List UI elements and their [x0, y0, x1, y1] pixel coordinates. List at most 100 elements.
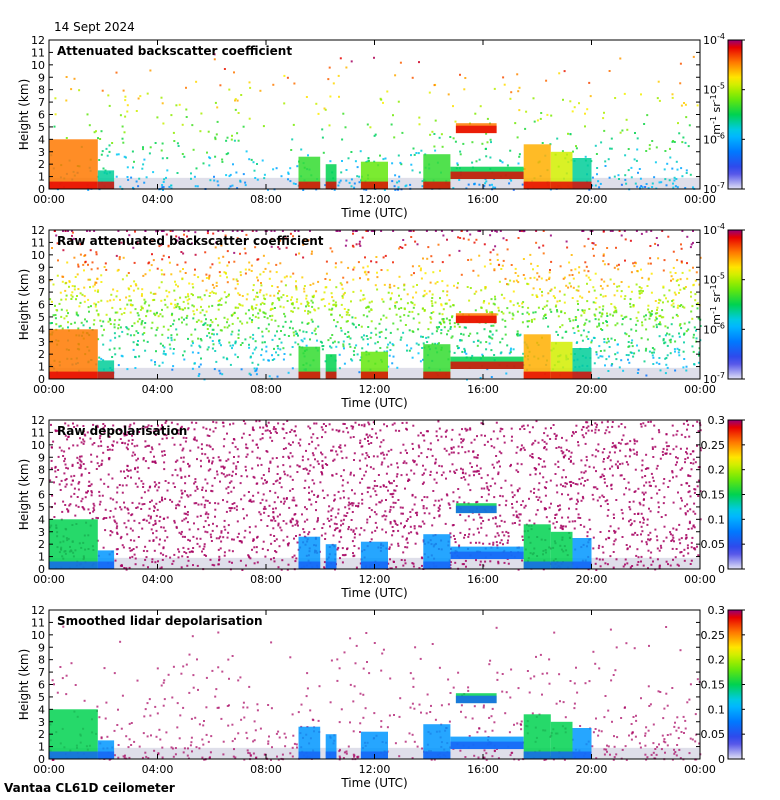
colorbar-tick-label: 10-4 — [703, 32, 725, 47]
y-tick-label: 9 — [38, 451, 45, 464]
colorbar-tick-label: 0.1 — [708, 703, 726, 716]
y-tick-label: 4 — [38, 133, 45, 146]
colorbar-tick-label: 0.15 — [701, 489, 726, 502]
y-tick-label: 0 — [38, 373, 45, 386]
x-tick-label: 08:00 — [250, 573, 282, 586]
heatmap-texture — [49, 625, 702, 761]
colorbar-tick-label: 10-5 — [703, 82, 725, 97]
colorbar-unit-label: m-1 sr-1 — [709, 94, 723, 134]
x-axis-label: Time (UTC) — [340, 396, 407, 410]
y-tick-label: 12 — [31, 224, 45, 237]
y-tick-label: 3 — [38, 526, 45, 539]
y-tick-label: 5 — [38, 691, 45, 704]
y-tick-label: 6 — [38, 109, 45, 122]
heatmap-texture — [49, 420, 702, 571]
y-tick-label: 4 — [38, 703, 45, 716]
y-tick-label: 3 — [38, 146, 45, 159]
x-tick-label: 08:00 — [250, 193, 282, 206]
colorbar — [727, 229, 743, 380]
colorbar-tick-label: 0.05 — [701, 728, 726, 741]
x-tick-label: 04:00 — [142, 573, 174, 586]
x-tick-label: 12:00 — [359, 763, 391, 776]
colorbar-tick-label: 0.25 — [701, 629, 726, 642]
y-tick-label: 5 — [38, 121, 45, 134]
chart-title: Smoothed lidar depolarisation — [57, 614, 263, 628]
x-tick-label: 16:00 — [467, 193, 499, 206]
y-tick-label: 0 — [38, 183, 45, 196]
colorbar-tick-label: 10-4 — [703, 222, 725, 237]
x-tick-label: 04:00 — [142, 383, 174, 396]
y-tick-label: 6 — [38, 489, 45, 502]
x-axis-label: Time (UTC) — [340, 776, 407, 790]
y-tick-label: 2 — [38, 728, 45, 741]
colorbar-tick-label: 0 — [718, 753, 725, 766]
y-tick-label: 8 — [38, 84, 45, 97]
y-axis-label: Height (km) — [17, 79, 31, 150]
x-tick-label: 04:00 — [142, 763, 174, 776]
x-tick-label: 12:00 — [359, 383, 391, 396]
colorbar-unit-label: m-1 sr-1 — [709, 284, 723, 324]
x-tick-label: 00:00 — [33, 383, 65, 396]
y-tick-label: 3 — [38, 336, 45, 349]
y-tick-label: 6 — [38, 679, 45, 692]
x-tick-label: 12:00 — [359, 193, 391, 206]
y-tick-label: 12 — [31, 604, 45, 617]
y-tick-label: 7 — [38, 476, 45, 489]
y-tick-label: 3 — [38, 716, 45, 729]
x-axis-label: Time (UTC) — [340, 586, 407, 600]
colorbar-tick-label: 0.2 — [708, 654, 726, 667]
y-tick-label: 10 — [31, 629, 45, 642]
colorbar-tick-label: 10-6 — [703, 321, 725, 336]
colorbar — [727, 419, 743, 570]
colorbar-tick-label: 10-5 — [703, 272, 725, 287]
colorbar-tick-label: 0.25 — [701, 439, 726, 452]
y-tick-label: 2 — [38, 158, 45, 171]
heatmap-texture — [49, 230, 702, 381]
x-tick-label: 00:00 — [684, 763, 716, 776]
colorbar — [727, 609, 743, 760]
y-tick-label: 11 — [31, 46, 45, 59]
y-tick-label: 1 — [38, 551, 45, 564]
y-tick-label: 7 — [38, 96, 45, 109]
y-tick-label: 11 — [31, 426, 45, 439]
heatmap-texture — [49, 53, 700, 191]
y-tick-label: 0 — [38, 753, 45, 766]
x-tick-label: 08:00 — [250, 383, 282, 396]
x-axis-label: Time (UTC) — [340, 206, 407, 220]
x-tick-label: 04:00 — [142, 193, 174, 206]
y-axis-label: Height (km) — [17, 269, 31, 340]
x-tick-label: 16:00 — [467, 763, 499, 776]
x-tick-label: 20:00 — [576, 193, 608, 206]
x-tick-label: 00:00 — [684, 383, 716, 396]
y-tick-label: 11 — [31, 236, 45, 249]
y-tick-label: 6 — [38, 299, 45, 312]
colorbar — [727, 39, 743, 190]
x-tick-label: 12:00 — [359, 573, 391, 586]
colorbar-tick-label: 10-7 — [703, 181, 725, 196]
y-tick-label: 4 — [38, 513, 45, 526]
date-label: 14 Sept 2024 — [54, 20, 135, 34]
y-tick-label: 7 — [38, 286, 45, 299]
y-tick-label: 9 — [38, 71, 45, 84]
x-tick-label: 20:00 — [576, 383, 608, 396]
chart-title: Raw attenuated backscatter coefficient — [57, 234, 324, 248]
x-tick-label: 16:00 — [467, 573, 499, 586]
colorbar-tick-label: 0.05 — [701, 538, 726, 551]
x-tick-label: 00:00 — [33, 763, 65, 776]
y-tick-label: 8 — [38, 654, 45, 667]
y-tick-label: 10 — [31, 439, 45, 452]
x-tick-label: 00:00 — [684, 193, 716, 206]
colorbar-tick-label: 10-6 — [703, 131, 725, 146]
y-tick-label: 9 — [38, 641, 45, 654]
colorbar-tick-label: 0.15 — [701, 679, 726, 692]
x-tick-label: 00:00 — [33, 573, 65, 586]
colorbar-tick-label: 0.3 — [708, 604, 726, 617]
x-tick-label: 20:00 — [576, 573, 608, 586]
y-tick-label: 1 — [38, 741, 45, 754]
y-tick-label: 5 — [38, 311, 45, 324]
y-tick-label: 9 — [38, 261, 45, 274]
y-tick-label: 7 — [38, 666, 45, 679]
colorbar-tick-label: 0.1 — [708, 513, 726, 526]
